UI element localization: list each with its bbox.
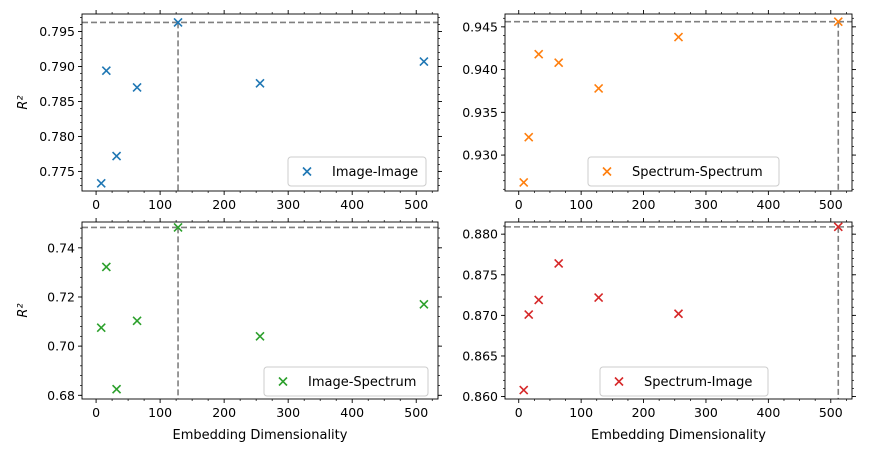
y-tick-label: 0.74 (47, 240, 75, 255)
data-point (524, 309, 534, 320)
legend: Spectrum-Image (599, 366, 769, 397)
data-point (132, 82, 142, 93)
data-point (519, 177, 529, 188)
y-tick-label: 0.780 (39, 129, 75, 144)
x-tick-label: 500 (819, 405, 843, 420)
legend-marker (602, 166, 612, 177)
x-tick-label: 500 (819, 197, 843, 212)
data-point (255, 78, 265, 88)
y-tick-label: 0.880 (462, 227, 498, 242)
x-tick-label: 100 (569, 197, 593, 212)
data-point (419, 299, 429, 309)
x-tick-label: 100 (148, 405, 172, 420)
data-point (173, 17, 183, 27)
panel-image-spectrum: 0 100 200 300 400 500 0.68 0.70 0.72 0.74 R² Embedd… (16, 218, 442, 443)
x-axis-label: Embedding Dimensionality (591, 428, 766, 443)
legend-marker (278, 376, 288, 387)
plot-frame (504, 221, 853, 400)
x-tick-label: 200 (632, 405, 656, 420)
y-tick-label: 0.775 (39, 164, 75, 179)
y-tick-label: 0.72 (47, 289, 75, 304)
legend: Spectrum-Spectrum (587, 156, 780, 187)
x-tick-label: 0 (92, 405, 100, 420)
x-tick-label: 100 (569, 405, 593, 420)
legend-label: Image-Spectrum (308, 375, 416, 390)
y-tick-label: 0.790 (39, 59, 75, 74)
data-point (554, 258, 564, 268)
y-tick-label: 0.860 (462, 389, 498, 404)
x-tick-label: 500 (404, 405, 428, 420)
data-point (534, 295, 544, 305)
data-point (112, 384, 122, 394)
data-point (519, 385, 529, 395)
x-tick-label: 0 (515, 197, 523, 212)
x-tick-label: 0 (92, 197, 100, 212)
legend-box (587, 156, 780, 187)
legend-box (263, 366, 429, 397)
legend-label: Spectrum-Spectrum (632, 165, 763, 180)
y-tick-label: 0.870 (462, 308, 498, 323)
legend-box (599, 366, 769, 397)
y-axis-label: R² (16, 95, 31, 109)
legend-marker (614, 376, 624, 387)
data-point (96, 178, 106, 188)
data-point (419, 57, 429, 67)
x-tick-label: 500 (404, 197, 428, 212)
data-point (833, 17, 843, 27)
x-tick-label: 300 (694, 405, 718, 420)
x-tick-label: 400 (756, 197, 780, 212)
panel-spectrum-image: 0 100 200 300 400 500 0.860 0.865 0.870 0.875 0.88… (462, 218, 856, 443)
legend-box (287, 156, 427, 187)
data-point (554, 58, 564, 68)
y-tick-label: 0.930 (462, 148, 498, 163)
plot-frame (504, 13, 853, 192)
data-point (255, 331, 265, 341)
data-point (594, 292, 604, 303)
y-tick-label: 0.68 (47, 388, 75, 403)
data-point (594, 83, 604, 93)
data-point (673, 32, 684, 42)
y-tick-label: 0.865 (462, 348, 498, 363)
x-tick-label: 200 (212, 197, 236, 212)
legend: Image-Image (287, 156, 427, 187)
x-axis-label: Embedding Dimensionality (173, 428, 348, 443)
panel-spectrum-spectrum: 0 100 200 300 400 500 0.930 0.935 0.940 0.945 Spec… (462, 10, 856, 212)
legend-marker (302, 166, 312, 177)
legend-label: Spectrum-Image (644, 375, 752, 390)
legend-label: Image-Image (332, 165, 418, 180)
panel-image-image: 0 100 200 300 400 500 0.775 0.780 0.785 0.790 0.79… (16, 10, 442, 212)
y-tick-label: 0.875 (462, 267, 498, 282)
y-tick-label: 0.785 (39, 94, 75, 109)
data-point (96, 323, 106, 333)
y-tick-label: 0.70 (47, 339, 75, 354)
x-tick-label: 400 (756, 405, 780, 420)
data-point (534, 49, 544, 59)
data-point (173, 222, 183, 232)
data-point (673, 309, 684, 319)
plot-frame (81, 13, 439, 192)
y-tick-label: 0.935 (462, 105, 498, 120)
y-axis-label: R² (16, 303, 31, 317)
data-point (112, 151, 122, 161)
y-tick-label: 0.940 (462, 62, 498, 77)
x-tick-label: 300 (276, 405, 300, 420)
y-tick-label: 0.795 (39, 24, 75, 39)
plot-frame (81, 221, 439, 400)
legend: Image-Spectrum (263, 366, 429, 397)
data-point (833, 222, 843, 232)
x-tick-label: 200 (632, 197, 656, 212)
x-tick-label: 200 (212, 405, 236, 420)
x-tick-label: 400 (340, 197, 364, 212)
data-point (101, 66, 111, 76)
y-tick-label: 0.945 (462, 19, 498, 34)
data-point (524, 132, 534, 142)
x-tick-label: 100 (148, 197, 172, 212)
x-tick-label: 300 (276, 197, 300, 212)
x-tick-label: 0 (515, 405, 523, 420)
data-point (101, 262, 111, 272)
data-point (132, 316, 142, 326)
x-tick-label: 400 (340, 405, 364, 420)
x-tick-label: 300 (694, 197, 718, 212)
